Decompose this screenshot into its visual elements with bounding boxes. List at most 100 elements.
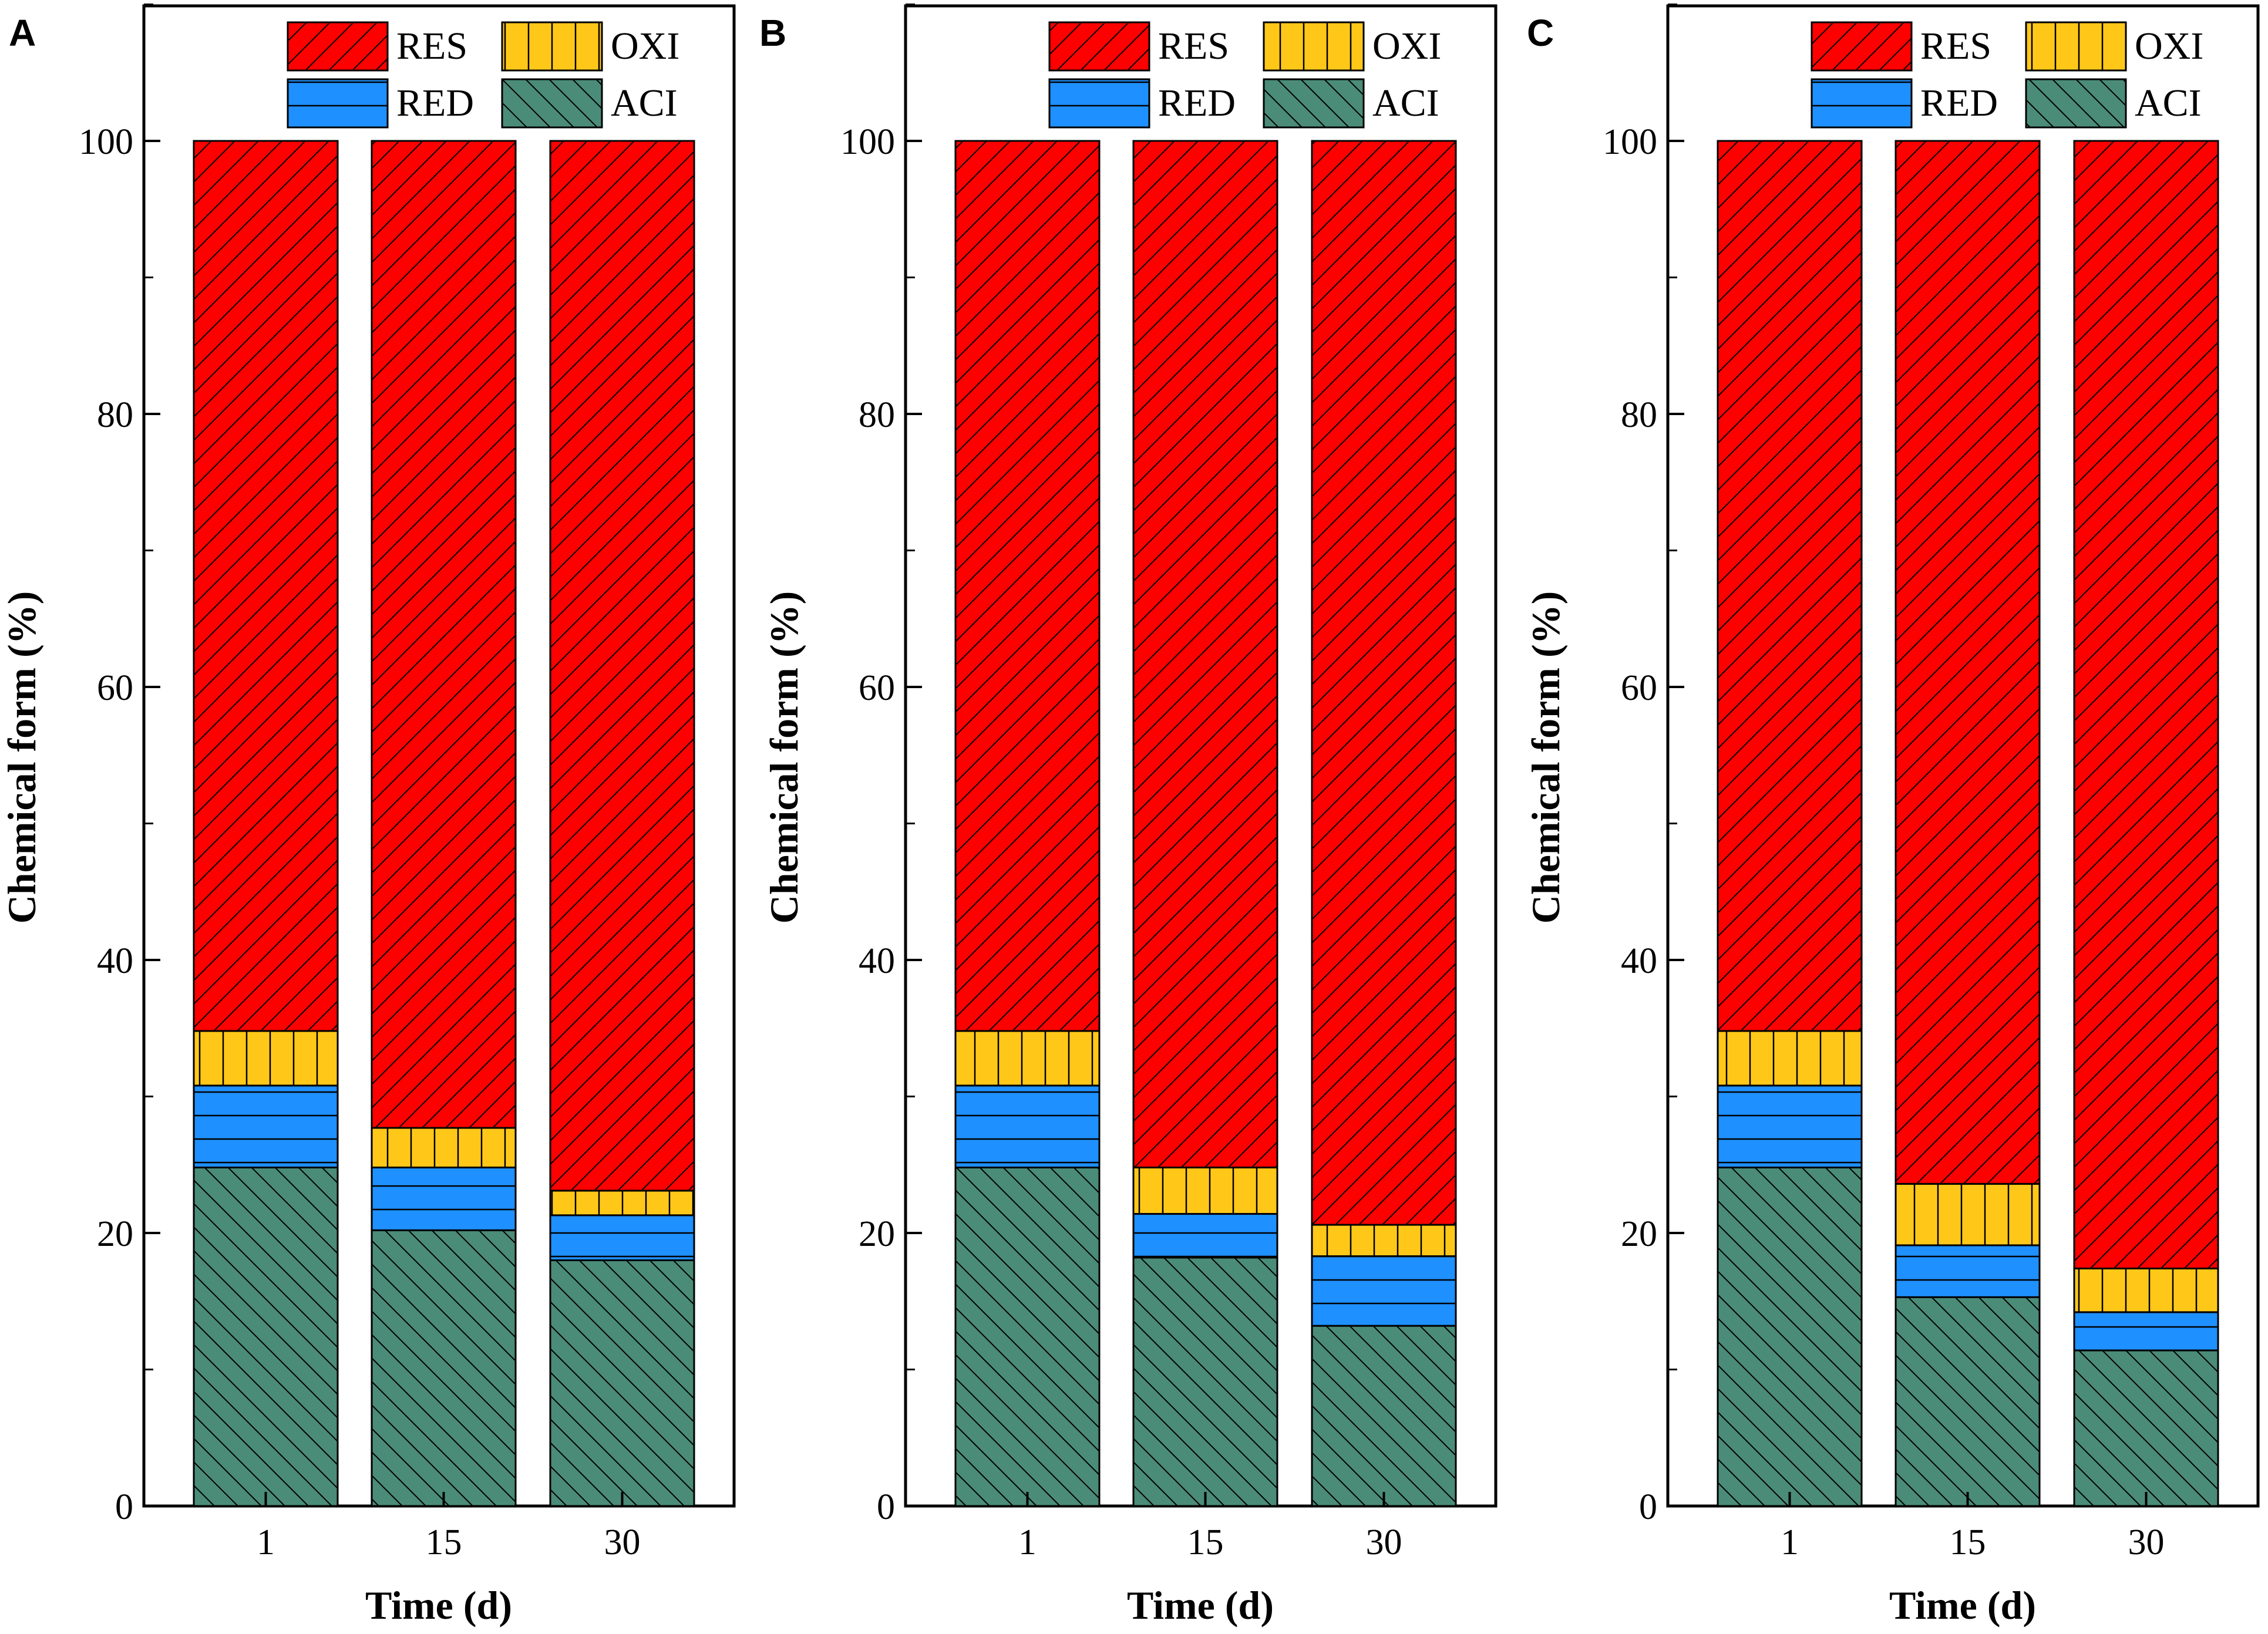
x-axis-title-a: Time (d)	[365, 1583, 512, 1628]
y-tick-label: 40	[859, 941, 895, 981]
bar-oxi-c-1	[1717, 1030, 1863, 1087]
panel-b: B Chemical form (%) Time (d) 0 20 40 60 80 10…	[759, 4, 1498, 1628]
legend-label-aci: ACI	[1372, 82, 1439, 124]
bars-b: 1 15 30	[954, 140, 1457, 1562]
x-tick-label: 30	[2128, 1522, 2165, 1562]
y-tick-label: 60	[1621, 668, 1657, 708]
legend-swatch-oxi	[1263, 21, 1365, 72]
bar-oxi-b-15	[1132, 1166, 1278, 1215]
y-ticks-c: 0 20 40 60 80 100	[1603, 4, 1684, 1527]
bar-res-c-1	[1717, 140, 1863, 1032]
y-tick-label: 100	[79, 122, 133, 162]
legend-label-res: RES	[396, 25, 467, 68]
y-tick-label: 60	[859, 668, 895, 708]
legend-label-red: RED	[1158, 82, 1236, 124]
legend-swatch-res	[1048, 21, 1150, 72]
bar-res-b-1	[954, 140, 1101, 1032]
bars-a: 1 15 30	[193, 140, 695, 1562]
legend-swatch-oxi	[2025, 21, 2127, 72]
bar-res-a-15	[371, 140, 517, 1129]
legend-c: RES OXI RED ACI	[1811, 21, 2203, 129]
y-tick-label: 100	[1603, 122, 1657, 162]
bar-aci-b-1	[954, 1166, 1101, 1507]
bar-aci-b-30	[1311, 1325, 1457, 1507]
legend-label-res: RES	[1920, 25, 1991, 68]
bar-red-a-15	[371, 1166, 517, 1231]
y-tick-label: 0	[115, 1487, 133, 1527]
bar-red-b-1	[954, 1084, 1101, 1168]
bar-oxi-b-1	[954, 1030, 1101, 1087]
x-axis-title-b: Time (d)	[1127, 1583, 1274, 1628]
bar-res-b-15	[1132, 140, 1278, 1168]
legend-swatch-red	[287, 78, 389, 129]
panel-label-c: C	[1527, 12, 1554, 54]
y-tick-label: 20	[1621, 1214, 1657, 1254]
x-tick-label: 1	[1781, 1522, 1799, 1562]
legend-label-red: RED	[396, 82, 474, 124]
legend-swatch-red	[1048, 78, 1150, 129]
x-tick-label: 30	[604, 1522, 641, 1562]
y-tick-label: 80	[97, 395, 133, 435]
bar-oxi-a-1	[193, 1030, 339, 1087]
bar-aci-c-15	[1895, 1296, 2041, 1507]
bar-oxi-c-30	[2073, 1267, 2219, 1313]
x-tick-label: 15	[1187, 1522, 1224, 1562]
y-ticks-a: 0 20 40 60 80 100	[79, 4, 160, 1527]
legend-swatch-oxi	[501, 21, 603, 72]
bars-c: 1 15 30	[1717, 140, 2219, 1562]
bar-aci-a-1	[193, 1166, 339, 1507]
bar-red-a-30	[549, 1214, 695, 1261]
y-axis-title-a: Chemical form (%)	[0, 591, 44, 924]
x-tick-label: 1	[1018, 1522, 1037, 1562]
bar-res-c-30	[2073, 140, 2219, 1269]
y-tick-label: 80	[1621, 395, 1657, 435]
y-tick-label: 20	[859, 1214, 895, 1254]
legend-swatch-res	[1811, 21, 1913, 72]
bar-res-a-1	[193, 140, 339, 1032]
legend-a: RES OXI RED ACI	[287, 21, 679, 129]
legend-b: RES OXI RED ACI	[1048, 21, 1441, 129]
legend-swatch-aci	[501, 78, 603, 129]
y-axis-title-b: Chemical form (%)	[762, 591, 806, 924]
bar-res-b-30	[1311, 140, 1457, 1226]
y-tick-label: 100	[840, 122, 895, 162]
x-tick-label: 30	[1366, 1522, 1402, 1562]
y-tick-label: 80	[859, 395, 895, 435]
bar-aci-a-15	[371, 1229, 517, 1507]
legend-label-oxi: OXI	[2135, 25, 2203, 68]
y-tick-label: 40	[1621, 941, 1657, 981]
bar-oxi-b-30	[1311, 1224, 1457, 1258]
legend-label-red: RED	[1920, 82, 1998, 124]
bar-res-c-15	[1895, 140, 2041, 1185]
legend-label-res: RES	[1158, 25, 1229, 68]
panel-c: C Chemical form (%) Time (d) 02040608010…	[1523, 4, 2260, 1628]
legend-label-oxi: OXI	[1372, 25, 1441, 68]
bar-aci-a-30	[549, 1259, 695, 1507]
bar-red-c-30	[2073, 1311, 2219, 1352]
legend-label-oxi: OXI	[611, 25, 679, 68]
x-tick-label: 1	[257, 1522, 275, 1562]
y-tick-label: 0	[1639, 1487, 1657, 1527]
bar-oxi-c-15	[1895, 1182, 2041, 1246]
legend-swatch-aci	[2025, 78, 2127, 129]
bar-red-a-1	[193, 1084, 339, 1168]
legend-label-aci: ACI	[2135, 82, 2202, 124]
bar-oxi-a-15	[371, 1127, 517, 1168]
legend-swatch-aci	[1263, 78, 1365, 129]
bar-red-b-30	[1311, 1255, 1457, 1327]
y-tick-label: 0	[877, 1487, 895, 1527]
bar-aci-c-1	[1717, 1166, 1863, 1507]
bar-oxi-a-30	[549, 1190, 695, 1217]
legend-label-aci: ACI	[611, 82, 678, 124]
y-tick-label: 20	[97, 1214, 133, 1254]
bar-aci-b-15	[1132, 1256, 1278, 1507]
bar-red-c-1	[1717, 1084, 1863, 1168]
panel-label-a: A	[9, 12, 36, 54]
x-tick-label: 15	[426, 1522, 462, 1562]
bar-red-c-15	[1895, 1244, 2041, 1298]
x-axis-title-c: Time (d)	[1889, 1583, 2036, 1628]
y-tick-label: 40	[97, 941, 133, 981]
panel-label-b: B	[759, 12, 786, 54]
bar-aci-c-30	[2073, 1349, 2219, 1507]
